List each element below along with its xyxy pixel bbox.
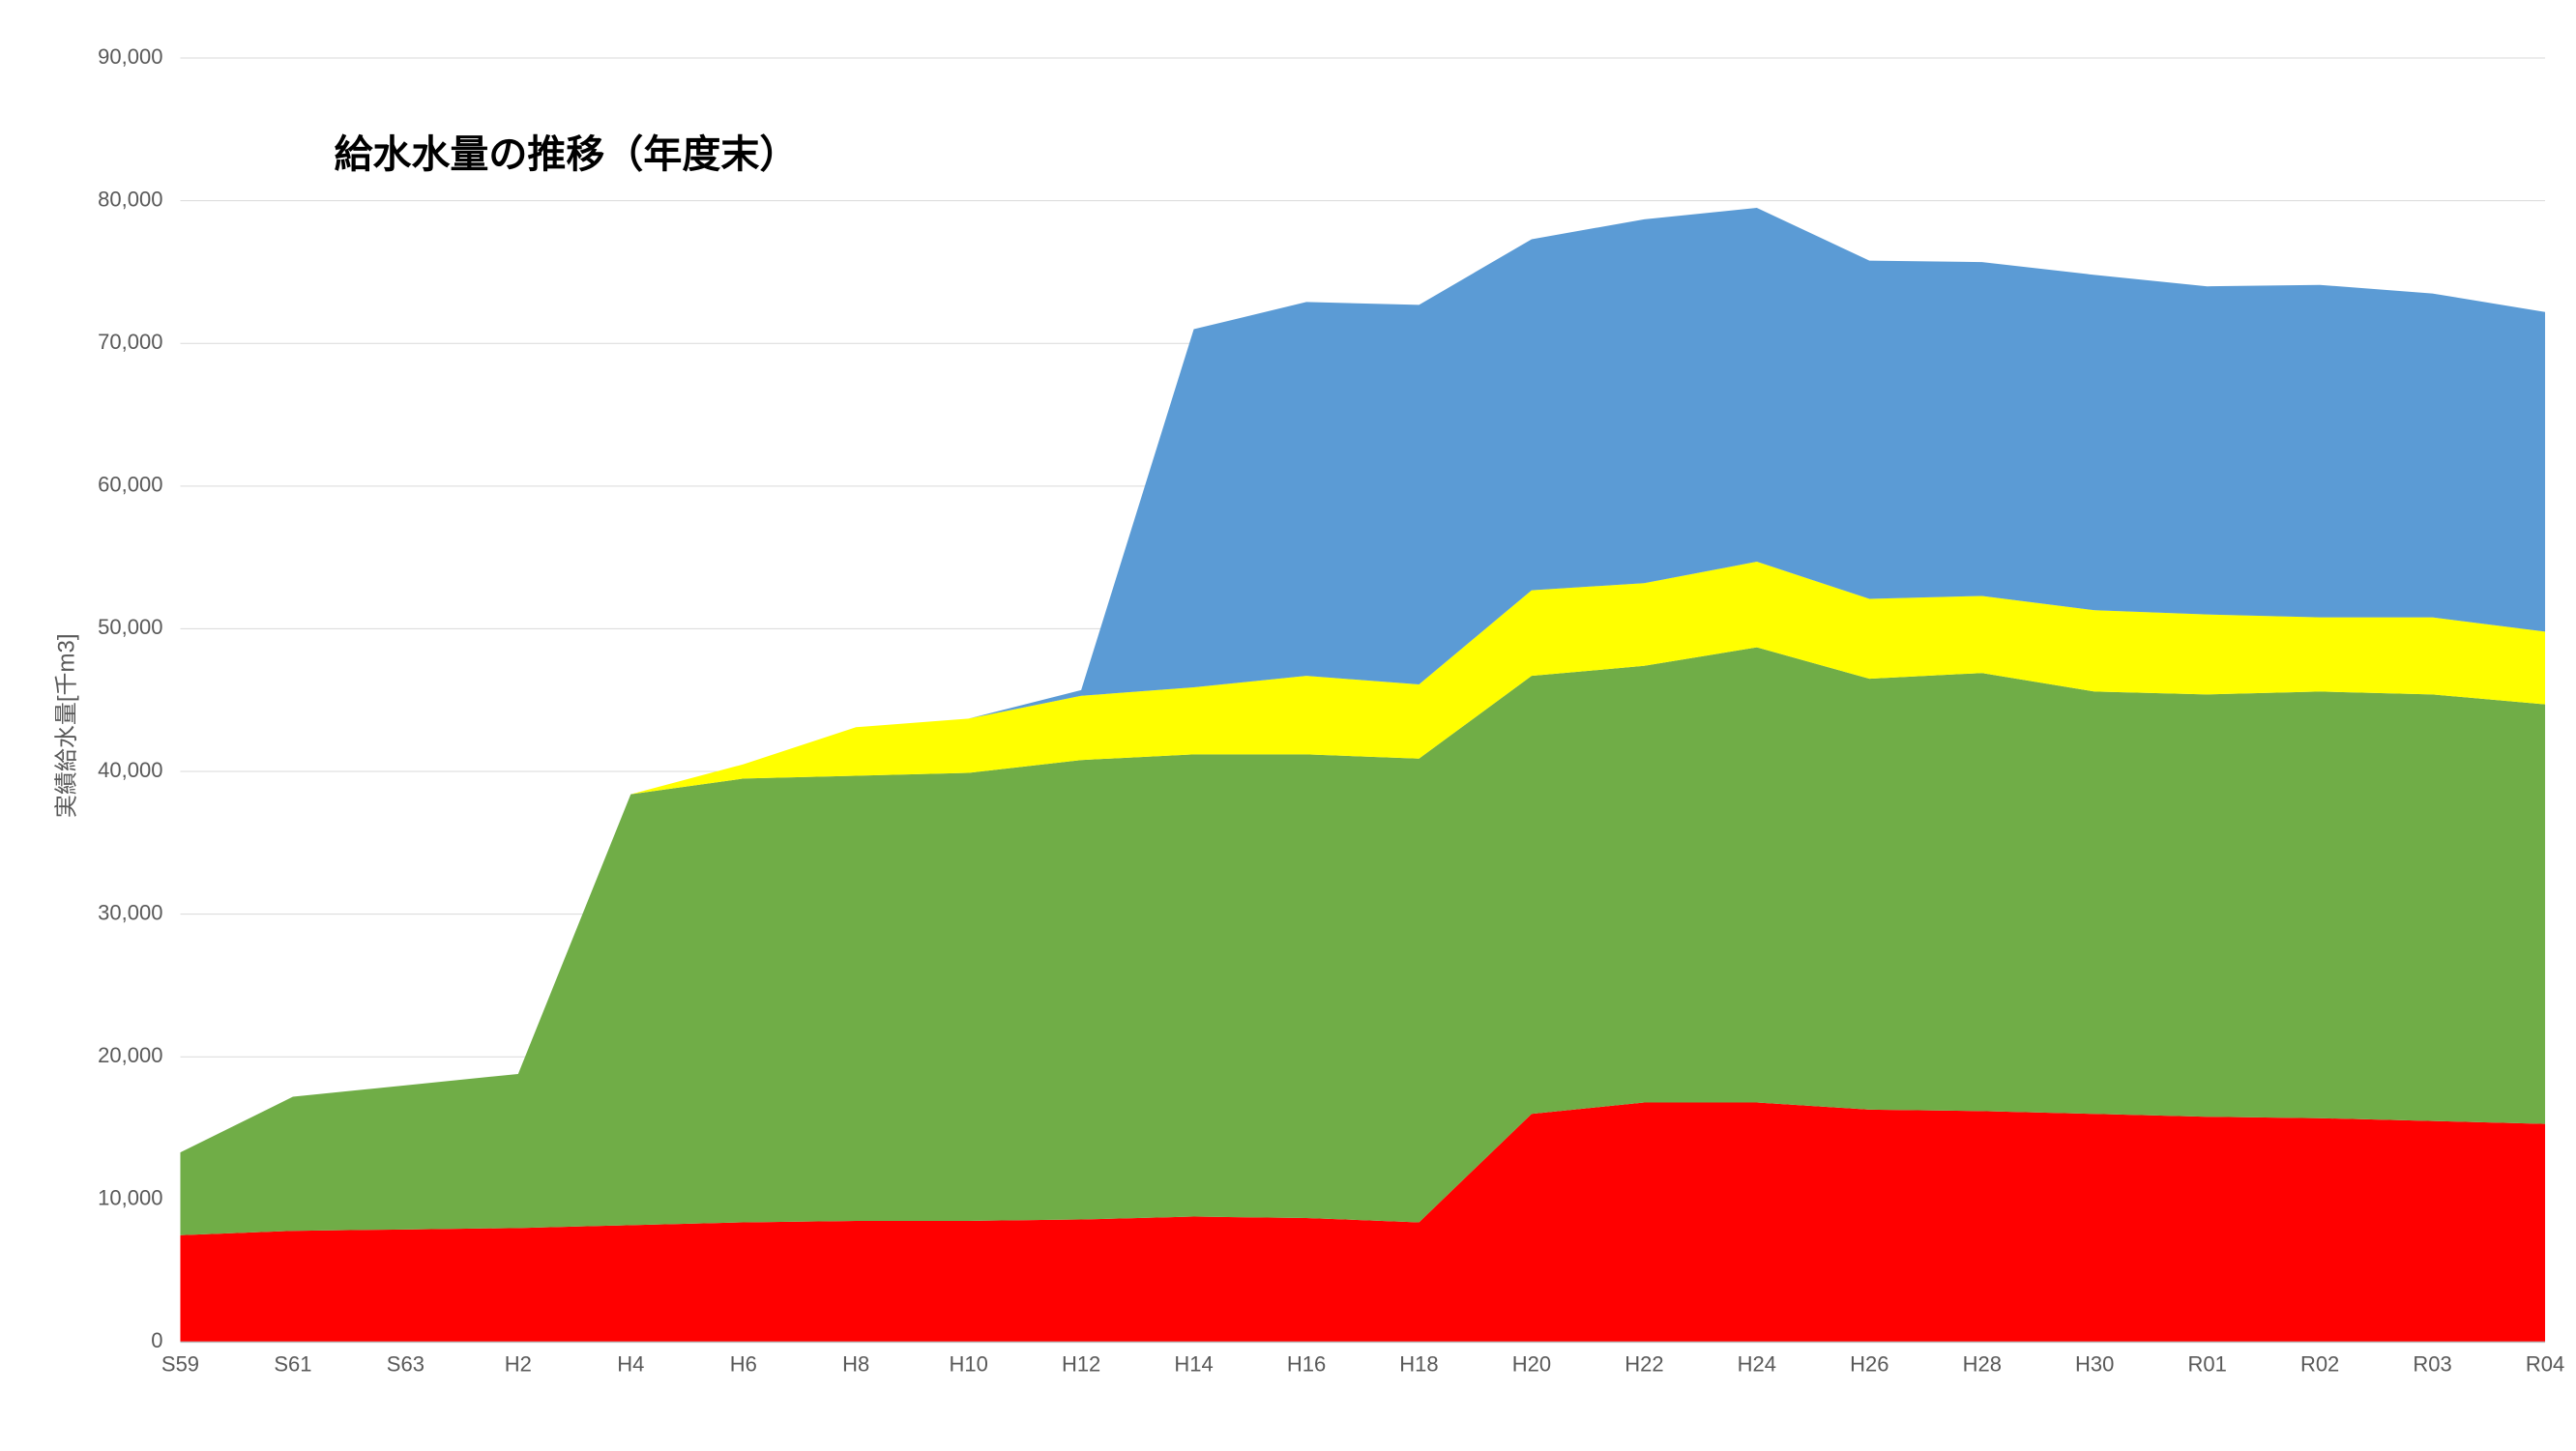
area-chart: 0 10,000 20,000 30,000 40,000 50,000 60,000 70,… [0,0,2576,1451]
y-tick-label: 0 [151,1328,162,1352]
x-tick-label: H2 [505,1351,532,1376]
x-tick-label: H30 [2075,1351,2114,1376]
x-tick-label: H16 [1287,1351,1326,1376]
y-tick-label: 90,000 [98,44,162,69]
x-tick-label: H28 [1963,1351,2002,1376]
x-tick-label: R03 [2413,1351,2451,1376]
x-tick-label: R01 [2187,1351,2226,1376]
y-tick-label: 80,000 [98,187,162,211]
x-tick-label: H10 [949,1351,987,1376]
x-tick-label: R04 [2526,1351,2564,1376]
y-tick-label: 60,000 [98,473,162,497]
x-tick-label: H20 [1512,1351,1551,1376]
y-axis-title: 実績給水量[千m3] [53,633,79,818]
y-tick-label: 10,000 [98,1186,162,1210]
x-tick-label: H12 [1062,1351,1100,1376]
x-tick-label: R02 [2300,1351,2339,1376]
y-tick-label: 30,000 [98,900,162,924]
x-tick-label: H8 [842,1351,869,1376]
y-tick-label: 50,000 [98,615,162,639]
x-tick-label: H6 [730,1351,757,1376]
x-tick-label: H24 [1738,1351,1776,1376]
x-tick-label: H18 [1399,1351,1438,1376]
x-tick-label: H22 [1625,1351,1663,1376]
x-tick-label: H4 [617,1351,644,1376]
y-tick-label: 70,000 [98,330,162,354]
svg-text:実績給水量[千m3]: 実績給水量[千m3] [53,633,79,818]
x-tick-label: H26 [1850,1351,1888,1376]
x-tick-label: S63 [387,1351,424,1376]
chart-svg: 0 10,000 20,000 30,000 40,000 50,000 60,000 70,… [0,0,2576,1451]
y-tick-label: 20,000 [98,1043,162,1067]
x-tick-label: S61 [274,1351,311,1376]
x-tick-label: S59 [161,1351,199,1376]
chart-title: 給水水量の推移（年度末） [334,133,798,176]
x-tick-label: H14 [1174,1351,1213,1376]
y-tick-label: 40,000 [98,758,162,782]
